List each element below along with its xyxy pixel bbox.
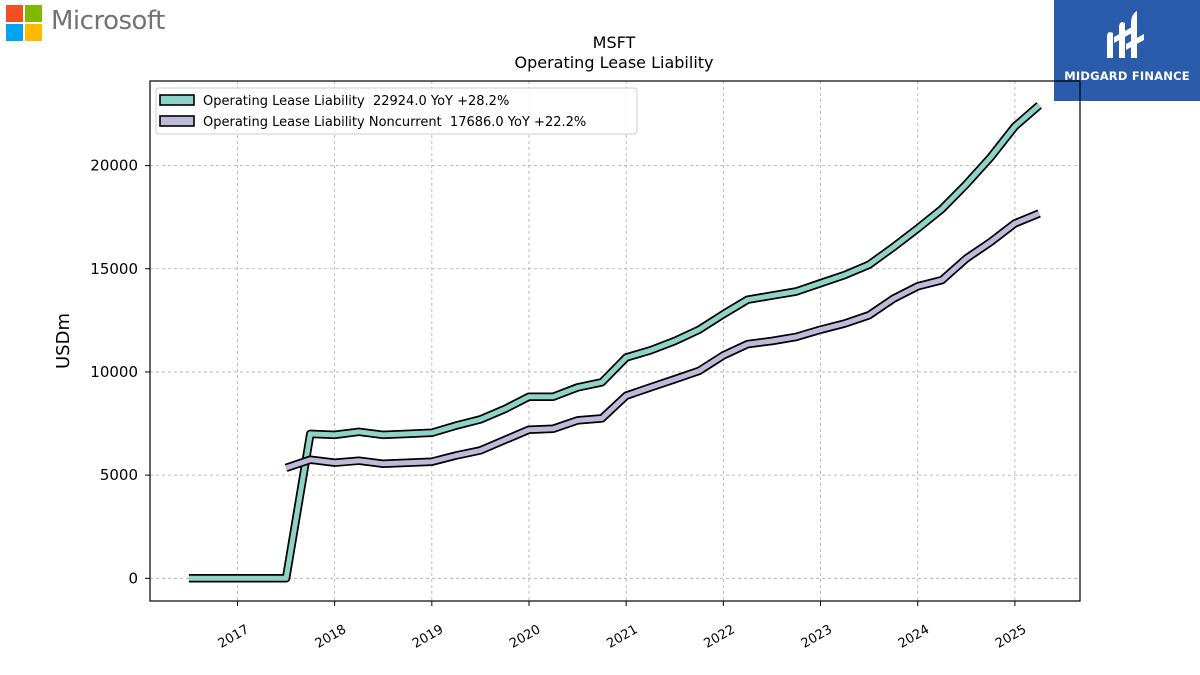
- grid-lines: [150, 81, 1080, 601]
- legend-label: Operating Lease Liability 22924.0 YoY +2…: [203, 94, 509, 109]
- company-logo-text: Microsoft: [51, 6, 165, 36]
- logo-square-red: [6, 5, 23, 22]
- logo-square-yellow: [25, 24, 42, 41]
- x-tick-label: 2025: [993, 622, 1029, 652]
- y-tick-label: 15000: [90, 260, 138, 278]
- legend-box: [155, 87, 638, 135]
- chart-subtitle: Operating Lease Liability: [514, 53, 713, 72]
- logo-square-blue: [6, 24, 23, 41]
- series-1-line: [188, 103, 1041, 581]
- midgard-finance-logo: MIDGARD FINANCE: [1054, 0, 1200, 101]
- x-tick-label: 2021: [604, 622, 640, 652]
- legend-swatch: [159, 94, 195, 106]
- legend-label: Operating Lease Liability Noncurrent 176…: [203, 115, 586, 130]
- x-tick-label: 2024: [896, 622, 932, 652]
- x-tick-label: 2018: [313, 622, 349, 652]
- y-tick-label: 0: [128, 569, 138, 587]
- x-tick-label: 2023: [799, 622, 835, 652]
- logo-square-green: [25, 5, 42, 22]
- x-tick-label: 2019: [410, 622, 446, 652]
- series-2-outline: [284, 209, 1041, 472]
- series-1-outline: [188, 102, 1042, 583]
- y-tick-label: 10000: [90, 363, 138, 381]
- series-layer: [188, 102, 1042, 583]
- x-tick-label: 2017: [216, 622, 252, 652]
- y-axis-label: USDm: [53, 313, 74, 369]
- y-tick-label: 5000: [100, 466, 138, 484]
- publisher-logo-text: MIDGARD FINANCE: [1064, 69, 1190, 83]
- x-tick-label: 2020: [507, 622, 543, 652]
- plot-frame: [149, 80, 1081, 602]
- legend-swatch: [159, 115, 195, 127]
- chart-title: MSFT: [593, 33, 636, 52]
- series-2-line: [285, 211, 1041, 471]
- legend: Operating Lease Liability 22924.0 YoY +2…: [155, 87, 638, 135]
- microsoft-logo: Microsoft: [0, 0, 190, 48]
- midgard-emblem-icon: [1107, 11, 1144, 59]
- x-tick-label: 2022: [702, 622, 738, 652]
- y-tick-label: 20000: [90, 157, 138, 175]
